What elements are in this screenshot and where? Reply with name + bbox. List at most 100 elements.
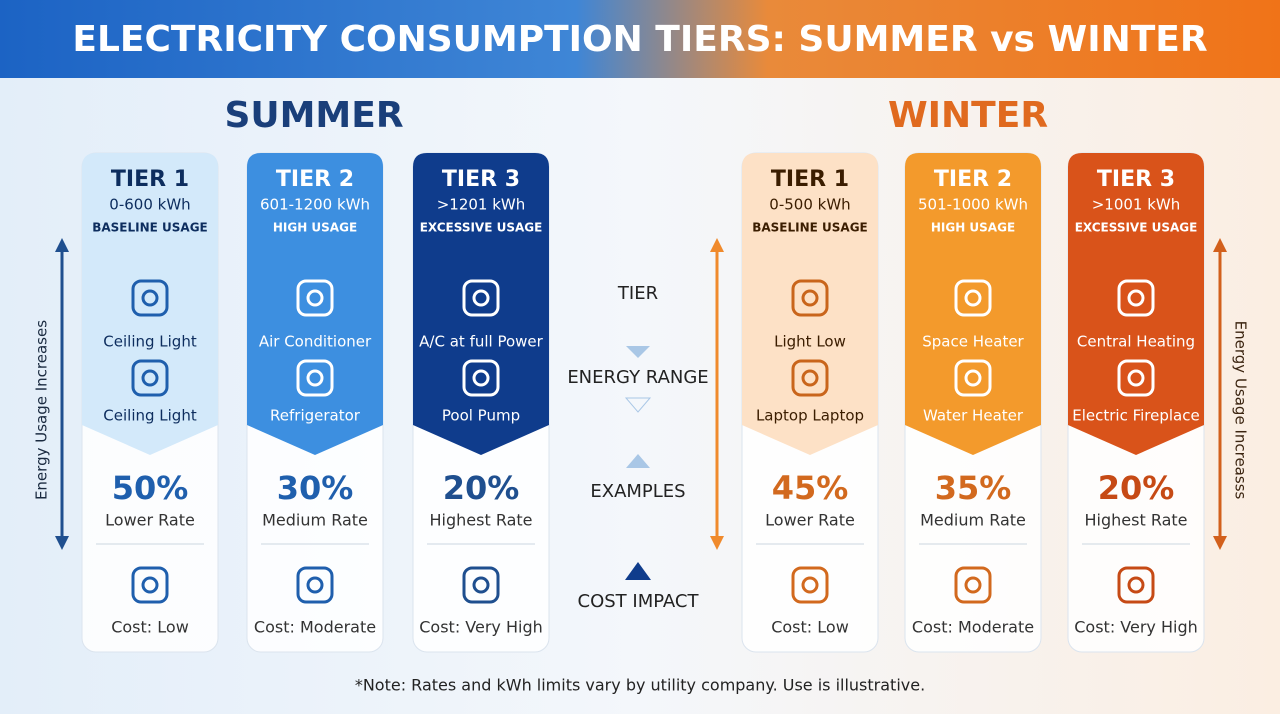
tier-name: TIER 2 [934, 167, 1012, 192]
cost: Cost: Moderate [912, 618, 1034, 637]
cost: Cost: Very High [419, 618, 543, 637]
center-label: ENERGY RANGE [567, 367, 708, 388]
tier-name: TIER 3 [1097, 167, 1175, 192]
example: Air Conditioner [259, 333, 372, 351]
share: 30% [277, 469, 354, 507]
winter-arrow-head [710, 238, 724, 252]
icon-detail [801, 289, 819, 307]
icon [1117, 359, 1155, 397]
icon [131, 359, 169, 397]
icon-detail [306, 576, 324, 594]
tier-usage: EXCESSIVE USAGE [420, 221, 543, 235]
tier-range: 0-500 kWh [769, 196, 850, 214]
icon-detail [472, 369, 490, 387]
tier-name: TIER 2 [276, 167, 354, 192]
tier-usage: HIGH USAGE [273, 221, 357, 235]
example: Central Heating [1077, 333, 1195, 351]
share: 35% [935, 469, 1012, 507]
icon-detail [964, 576, 982, 594]
example: Ceiling Light [103, 407, 197, 425]
right-axis-label: Energy Usage Increasss [1232, 321, 1250, 500]
icon [954, 566, 992, 604]
icon-detail [141, 369, 159, 387]
indicator [626, 454, 650, 468]
icon [462, 279, 500, 317]
center-label: TIER [617, 283, 658, 304]
tier-range: >1001 kWh [1092, 196, 1181, 214]
icon [791, 566, 829, 604]
tier-range: 601-1200 kWh [260, 196, 370, 214]
left-axis-label: Energy Usage Increases [33, 320, 51, 500]
center-label: EXAMPLES [590, 481, 685, 502]
icon-detail [306, 289, 324, 307]
icon-detail [141, 289, 159, 307]
tier-name: TIER 1 [771, 167, 849, 192]
icon-detail [964, 289, 982, 307]
tier-name: TIER 1 [111, 167, 189, 192]
icon [131, 566, 169, 604]
icon [954, 279, 992, 317]
icon [296, 566, 334, 604]
share: 20% [443, 469, 520, 507]
center-label: COST IMPACT [578, 591, 700, 612]
cost: Cost: Low [111, 618, 189, 637]
icon [791, 279, 829, 317]
indicator [626, 346, 650, 358]
icon-detail [1127, 576, 1145, 594]
icon-detail [964, 369, 982, 387]
icon [462, 566, 500, 604]
cost: Cost: Moderate [254, 618, 376, 637]
tier-name: TIER 3 [442, 167, 520, 192]
tier-range: 501-1000 kWh [918, 196, 1028, 214]
icon [296, 279, 334, 317]
example: Ceiling Light [103, 333, 197, 351]
example: Space Heater [922, 333, 1024, 351]
icon [791, 359, 829, 397]
icon [131, 279, 169, 317]
rate: Lower Rate [105, 511, 195, 530]
title-bar [0, 0, 1280, 78]
icon-detail [472, 289, 490, 307]
icon-detail [1127, 369, 1145, 387]
icon-detail [801, 576, 819, 594]
rate: Medium Rate [262, 511, 368, 530]
icon [1117, 566, 1155, 604]
summer-title: SUMMER [224, 95, 403, 136]
icon [296, 359, 334, 397]
winter-arrow-head [710, 536, 724, 550]
rate: Medium Rate [920, 511, 1026, 530]
example: Laptop Laptop [756, 407, 864, 425]
tier-range: >1201 kWh [437, 196, 526, 214]
tier-usage: BASELINE USAGE [92, 221, 208, 235]
tier-usage: BASELINE USAGE [752, 221, 868, 235]
left-arrow-head [55, 238, 69, 252]
right-arrow-head [1213, 536, 1227, 550]
icon-detail [472, 576, 490, 594]
rate: Lower Rate [765, 511, 855, 530]
icon [462, 359, 500, 397]
example: Water Heater [923, 407, 1024, 425]
share: 50% [112, 469, 189, 507]
icon-detail [141, 576, 159, 594]
title: ELECTRICITY CONSUMPTION TIERS: SUMMER vs… [72, 19, 1207, 60]
cost: Cost: Very High [1074, 618, 1198, 637]
share: 45% [772, 469, 849, 507]
example: Refrigerator [270, 407, 361, 425]
rate: Highest Rate [430, 511, 533, 530]
example: Pool Pump [442, 407, 520, 425]
indicator [625, 562, 651, 580]
indicator [624, 397, 652, 413]
example: Light Low [774, 333, 846, 351]
tier-range: 0-600 kWh [109, 196, 190, 214]
icon-detail [306, 369, 324, 387]
rate: Highest Rate [1085, 511, 1188, 530]
example: A/C at full Power [419, 333, 543, 351]
tier-usage: EXCESSIVE USAGE [1075, 221, 1198, 235]
icon-detail [1127, 289, 1145, 307]
example: Electric Fireplace [1072, 407, 1199, 425]
right-arrow-head [1213, 238, 1227, 252]
cost: Cost: Low [771, 618, 849, 637]
tier-usage: HIGH USAGE [931, 221, 1015, 235]
